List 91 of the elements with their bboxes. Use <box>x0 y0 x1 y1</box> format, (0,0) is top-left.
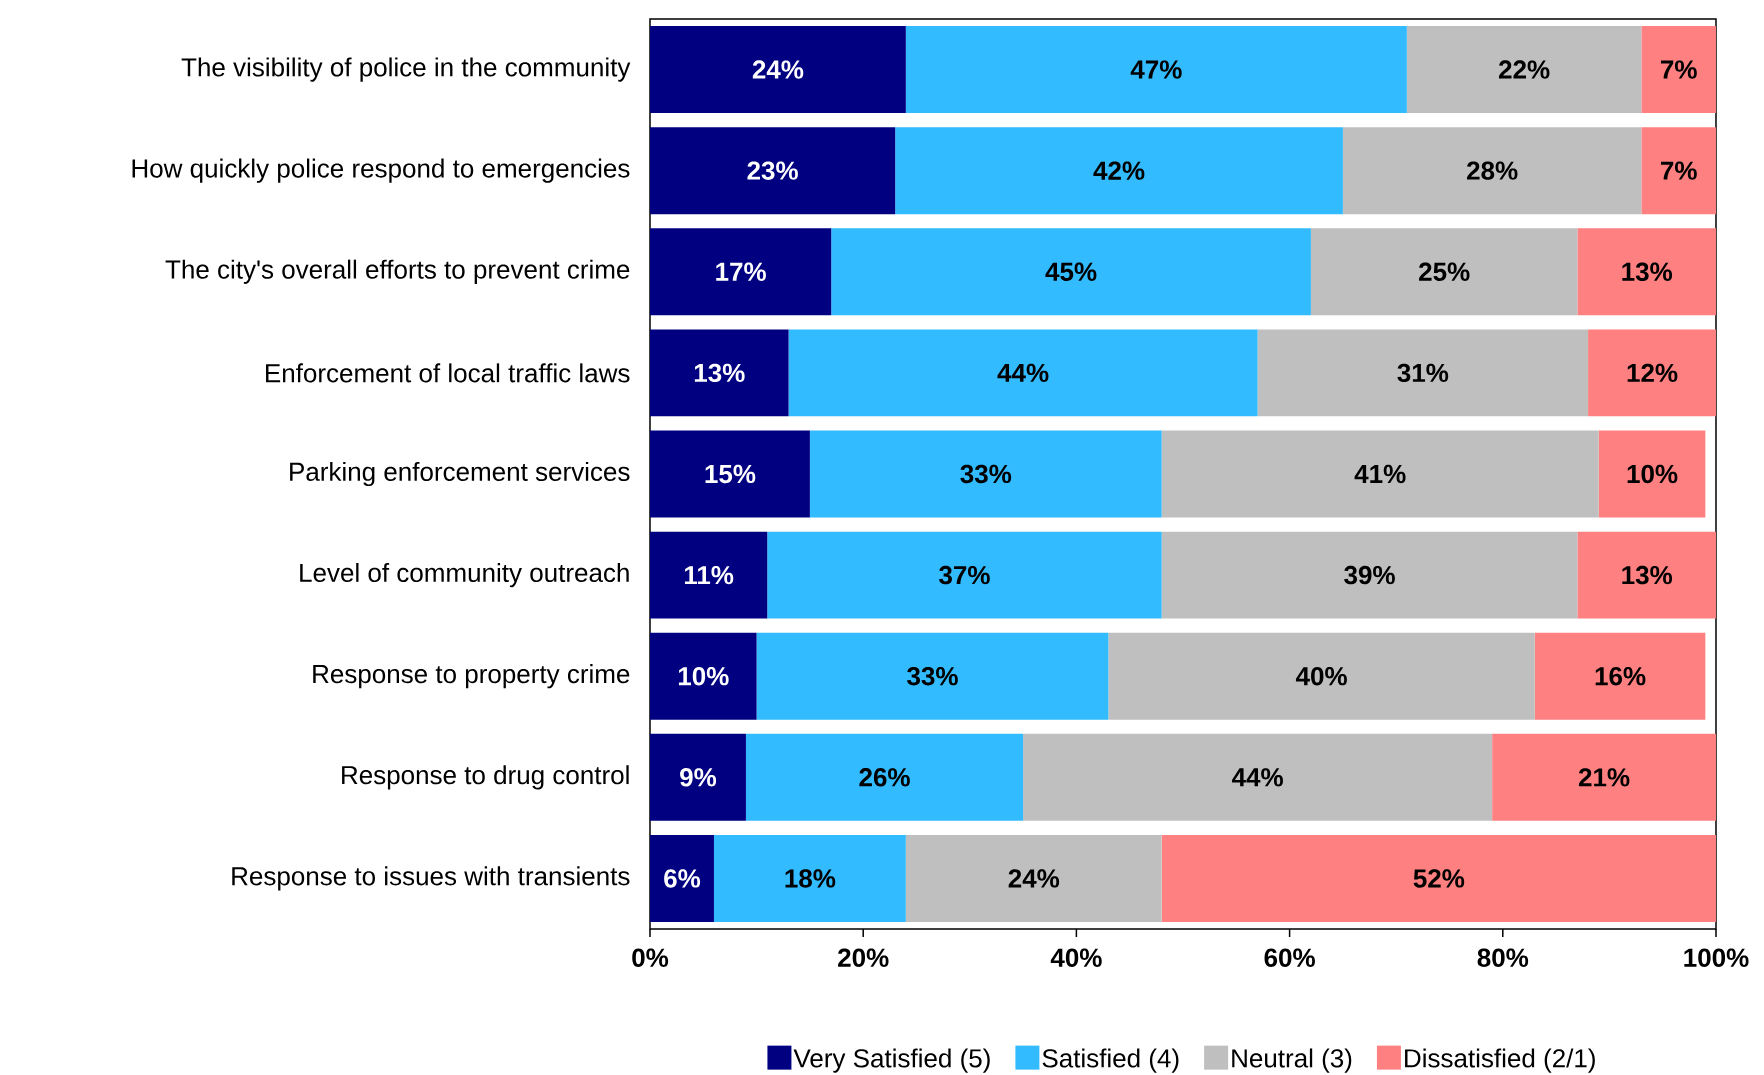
x-tick-label: 40% <box>1050 948 1102 967</box>
bar <box>650 329 789 417</box>
y-tick-label: Response to property crime <box>313 664 630 689</box>
bar <box>650 127 896 215</box>
bar <box>895 127 1343 215</box>
y-tick-label: Parking enforcement services <box>290 461 630 487</box>
data-label: 17% <box>716 262 766 281</box>
data-label: 21% <box>1578 768 1630 787</box>
bar <box>650 26 906 114</box>
data-label: 33% <box>907 666 958 686</box>
data-label: 16% <box>1595 667 1646 686</box>
data-label: 28% <box>1467 161 1518 180</box>
x-tick-label: 80% <box>1477 948 1529 967</box>
data-label: 47% <box>1130 60 1182 79</box>
x-tick-label: 0% <box>632 948 669 967</box>
y-tick-label: The visibility of police in the community <box>181 57 631 82</box>
data-label: 25% <box>1419 262 1470 281</box>
bar <box>1406 26 1642 114</box>
data-label: 24% <box>1008 869 1060 888</box>
bar <box>1310 228 1578 316</box>
data-label: 26% <box>859 768 910 787</box>
data-label: 42% <box>1093 161 1145 180</box>
y-tick-label: Response to drug control <box>342 765 629 790</box>
data-label: 44% <box>1231 768 1283 787</box>
data-label: 41% <box>1354 464 1406 484</box>
bar <box>905 834 1162 922</box>
bar <box>1161 531 1578 619</box>
legend-label: Dissatisfied (2/1) <box>1405 1048 1595 1073</box>
bar <box>1641 26 1716 114</box>
legend-label: Very Satisfied (5) <box>793 1048 990 1073</box>
data-label: 9% <box>680 768 717 787</box>
bar <box>831 228 1311 316</box>
y-tick-label: Level of community outreach <box>300 563 629 588</box>
bar <box>1492 733 1716 821</box>
bar <box>1534 632 1706 720</box>
data-label: 10% <box>1627 464 1678 484</box>
bar <box>788 329 1258 417</box>
bar <box>650 430 810 518</box>
data-label: 31% <box>1397 363 1449 383</box>
data-label: 45% <box>1045 262 1097 281</box>
bar <box>1257 329 1589 417</box>
legend-label: Satisfied (4) <box>1042 1048 1179 1073</box>
data-label: 11% <box>684 565 734 585</box>
bar <box>1108 632 1535 720</box>
y-tick-label: Enforcement of local traffic laws <box>266 363 630 383</box>
legend-label: Neutral (3) <box>1232 1048 1352 1073</box>
bar <box>650 228 832 316</box>
bar <box>905 26 1407 114</box>
data-label: 12% <box>1627 363 1678 383</box>
bar <box>1598 430 1706 518</box>
data-label: 10% <box>678 667 729 686</box>
data-label: 13% <box>1622 262 1673 281</box>
data-label: 13% <box>1622 565 1673 585</box>
bar <box>713 834 906 922</box>
data-label: 22% <box>1498 60 1550 79</box>
data-label: 39% <box>1344 565 1395 585</box>
bar <box>1161 430 1599 518</box>
bar <box>650 834 714 922</box>
bar <box>650 632 757 720</box>
bar <box>1577 531 1716 619</box>
x-tick-label: 20% <box>838 948 889 967</box>
x-tick-label: 60% <box>1264 948 1315 967</box>
data-label: 7% <box>1661 161 1697 180</box>
data-label: 13% <box>694 363 745 383</box>
data-label: 7% <box>1661 60 1697 79</box>
bar <box>1588 329 1716 417</box>
y-tick-label: Response to issues with transients <box>232 866 630 891</box>
data-label: 52% <box>1413 869 1465 888</box>
bar <box>756 632 1109 720</box>
data-label: 23% <box>747 161 798 180</box>
bar <box>650 733 746 821</box>
y-tick-label: The city's overall efforts to prevent crime <box>165 259 630 284</box>
bar <box>1342 127 1642 215</box>
bar <box>1577 228 1716 316</box>
data-label: 24% <box>752 60 804 79</box>
bar <box>809 430 1162 518</box>
x-tick-label: 100% <box>1684 948 1749 967</box>
bar <box>745 733 1024 821</box>
bar <box>1161 834 1716 922</box>
bar <box>1023 733 1493 821</box>
data-label: 15% <box>705 464 756 484</box>
data-label: 40% <box>1295 667 1347 686</box>
bar <box>767 531 1162 619</box>
bar <box>1641 127 1716 215</box>
data-label: 44% <box>997 363 1049 383</box>
y-tick-label: How quickly police respond to emergencies <box>132 158 630 183</box>
bar <box>650 531 768 619</box>
data-label: 6% <box>664 869 701 888</box>
data-label: 33% <box>960 464 1012 484</box>
data-label: 18% <box>785 869 836 888</box>
data-label: 37% <box>939 565 990 585</box>
